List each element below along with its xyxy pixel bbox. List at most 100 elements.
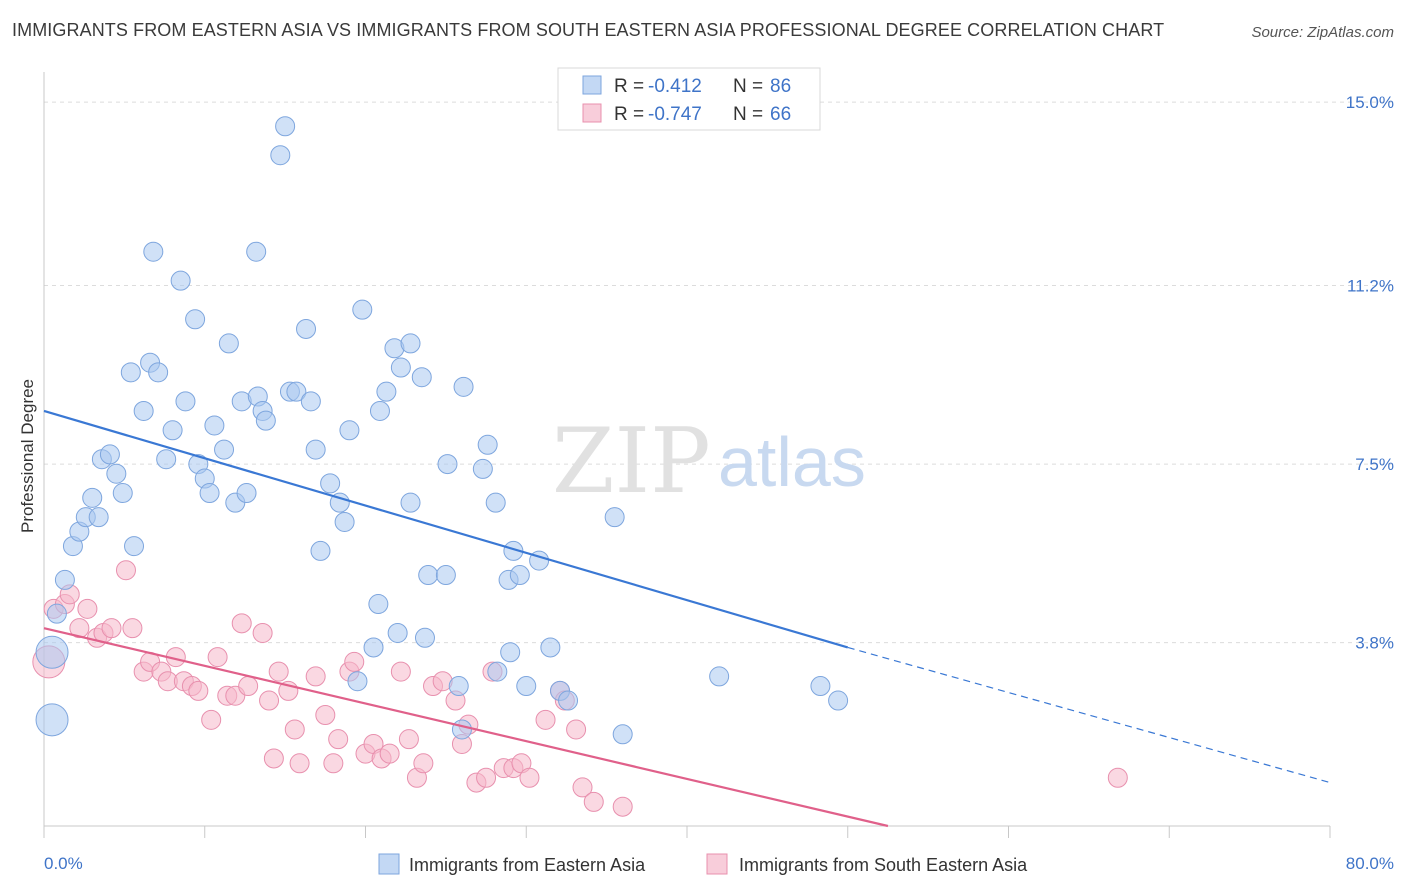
point-south-eastern-asia: [476, 767, 497, 788]
point-eastern-asia: [369, 400, 390, 421]
point-south-eastern-asia: [188, 680, 209, 701]
point-eastern-asia: [170, 270, 191, 291]
point-south-eastern-asia: [77, 598, 98, 619]
point-south-eastern-asia: [69, 618, 90, 639]
y-tick-label: 3.8%: [1355, 634, 1394, 653]
point-eastern-asia: [435, 565, 456, 586]
point-south-eastern-asia: [284, 719, 305, 740]
point-eastern-asia: [300, 391, 321, 412]
point-eastern-asia: [418, 565, 439, 586]
point-eastern-asia: [509, 565, 530, 586]
legend-box: [557, 67, 821, 131]
point-eastern-asia: [124, 536, 145, 557]
watermark: ZIP atlas: [552, 409, 866, 514]
point-eastern-asia: [612, 724, 633, 745]
legend-r-value-pink: -0.747: [648, 104, 702, 125]
point-eastern-asia: [540, 637, 561, 658]
y-tick-label: 11.2%: [1347, 277, 1394, 296]
series-eastern-asia: [35, 116, 849, 745]
point-south-eastern-asia: [583, 791, 604, 812]
point-eastern-asia: [286, 381, 307, 402]
point-south-eastern-asia: [207, 647, 228, 668]
legend-n-value-pink: 66: [770, 104, 791, 125]
point-eastern-asia: [106, 463, 127, 484]
point-eastern-asia: [296, 318, 317, 339]
point-south-eastern-asia: [122, 618, 143, 639]
legend-n-value-blue: 86: [770, 76, 791, 97]
y-tick-label: 7.5%: [1355, 455, 1394, 474]
point-eastern-asia: [218, 333, 239, 354]
point-eastern-asia: [558, 690, 579, 711]
point-eastern-asia: [363, 637, 384, 658]
chart-title: IMMIGRANTS FROM EASTERN ASIA VS IMMIGRAN…: [12, 20, 1165, 40]
legend-n-label-blue: N =: [733, 76, 763, 97]
point-eastern-asia: [487, 661, 508, 682]
x-tick-label-min: 0.0%: [44, 854, 83, 873]
point-eastern-asia: [175, 391, 196, 412]
point-eastern-asia: [448, 676, 469, 697]
trend-line-south-eastern-asia: [43, 627, 889, 828]
bottom-legend-swatch-pink: [706, 853, 728, 875]
point-south-eastern-asia: [259, 690, 280, 711]
point-eastern-asia: [810, 676, 831, 697]
point-south-eastern-asia: [519, 767, 540, 788]
point-south-eastern-asia: [572, 777, 593, 798]
point-eastern-asia: [88, 507, 109, 528]
x-tick-label-max: 80.0%: [1346, 854, 1394, 873]
point-south-eastern-asia: [379, 743, 400, 764]
point-south-eastern-asia: [101, 618, 122, 639]
legend-swatch-pink: [582, 103, 602, 123]
point-south-eastern-asia: [398, 729, 419, 750]
point-south-eastern-asia: [390, 661, 411, 682]
point-eastern-asia: [390, 357, 411, 378]
point-eastern-asia: [255, 410, 276, 431]
point-eastern-asia: [148, 362, 169, 383]
legend-n-label-pink: N =: [733, 104, 763, 125]
legend-swatch-blue: [582, 75, 602, 95]
point-eastern-asia: [320, 473, 341, 494]
point-eastern-asia: [368, 594, 389, 615]
point-eastern-asia: [472, 458, 493, 479]
trend-lines: [43, 409, 1331, 828]
point-eastern-asia: [709, 666, 730, 687]
point-eastern-asia: [453, 376, 474, 397]
point-eastern-asia: [339, 420, 360, 441]
series-south-eastern-asia: [32, 560, 1128, 817]
point-eastern-asia: [46, 603, 67, 624]
point-south-eastern-asia: [305, 666, 326, 687]
point-south-eastern-asia: [413, 753, 434, 774]
point-eastern-asia: [411, 367, 432, 388]
point-eastern-asia: [516, 676, 537, 697]
point-south-eastern-asia: [1107, 767, 1128, 788]
point-eastern-asia: [185, 309, 206, 330]
legend-r-label-pink: R =: [614, 104, 644, 125]
point-eastern-asia: [35, 635, 69, 669]
point-south-eastern-asia: [238, 676, 259, 697]
point-eastern-asia: [35, 703, 69, 737]
point-south-eastern-asia: [201, 709, 222, 730]
watermark-atlas: atlas: [718, 423, 866, 501]
point-eastern-asia: [156, 449, 177, 470]
x-ticks: [43, 826, 1331, 838]
point-eastern-asia: [270, 145, 291, 166]
point-eastern-asia: [82, 487, 103, 508]
bottom-legend-swatch-blue: [378, 853, 400, 875]
point-eastern-asia: [828, 690, 849, 711]
point-eastern-asia: [400, 333, 421, 354]
point-eastern-asia: [133, 400, 154, 421]
gridlines: [44, 101, 1394, 644]
y-axis-title: Professional Degree: [18, 379, 37, 533]
point-south-eastern-asia: [252, 622, 273, 643]
point-eastern-asia: [334, 511, 355, 532]
point-eastern-asia: [604, 507, 625, 528]
point-south-eastern-asia: [535, 709, 556, 730]
source-label: Source: ZipAtlas.com: [1251, 24, 1394, 41]
bottom-legend-label-blue: Immigrants from Eastern Asia: [409, 855, 646, 875]
point-south-eastern-asia: [289, 753, 310, 774]
point-eastern-asia: [99, 444, 120, 465]
point-eastern-asia: [451, 719, 472, 740]
point-eastern-asia: [236, 483, 257, 504]
point-eastern-asia: [387, 622, 408, 643]
point-south-eastern-asia: [328, 729, 349, 750]
